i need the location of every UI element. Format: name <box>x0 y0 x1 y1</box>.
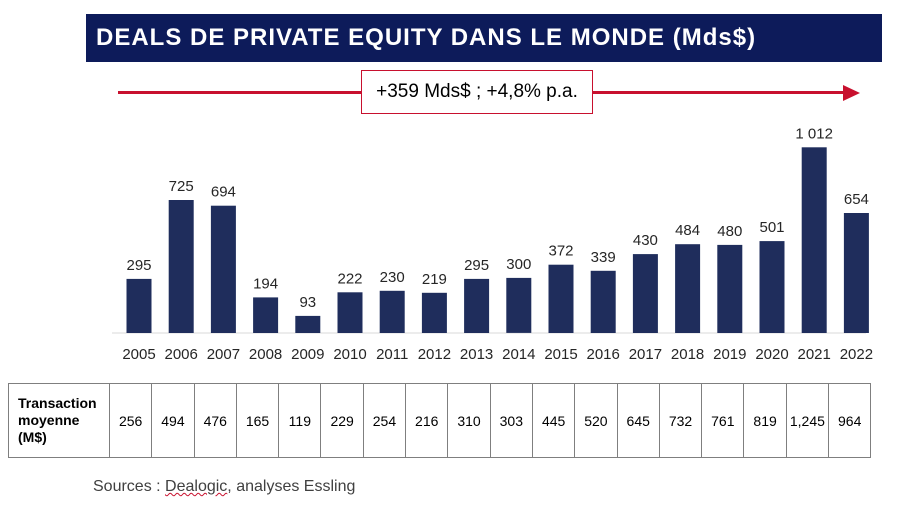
bar-2018 <box>675 244 701 333</box>
bar-2017 <box>632 254 658 333</box>
x-tick-label: 2013 <box>460 346 493 363</box>
bar-2007 <box>210 205 236 333</box>
table-cell: 256 <box>108 383 153 458</box>
bar-2020 <box>759 241 785 333</box>
data-label: 230 <box>380 269 405 286</box>
bar-2008 <box>253 297 279 333</box>
bar-2022 <box>843 213 869 333</box>
data-label: 295 <box>126 257 151 274</box>
table-cell: 254 <box>362 383 407 458</box>
sources-note: Sources : Dealogic, analyses Essling <box>93 478 355 496</box>
table-cell: 964 <box>828 383 872 458</box>
table-cell: 645 <box>616 383 660 458</box>
x-tick-label: 2015 <box>544 346 577 363</box>
row-label-line: (M$) <box>18 429 47 445</box>
table-cell: 310 <box>447 383 491 458</box>
x-tick-label: 2020 <box>755 346 788 363</box>
table-cell: 165 <box>235 383 280 458</box>
title-banner: DEALS DE PRIVATE EQUITY DANS LE MONDE (M… <box>86 14 882 62</box>
table-cell: 732 <box>658 383 703 458</box>
x-tick-label: 2005 <box>122 346 155 363</box>
bar-2011 <box>379 290 405 333</box>
chart-title: DEALS DE PRIVATE EQUITY DANS LE MONDE (M… <box>96 24 757 51</box>
table-cell: 303 <box>489 383 533 458</box>
bar-2010 <box>337 292 363 333</box>
data-label: 194 <box>253 275 278 292</box>
x-tick-label: 2018 <box>671 346 704 363</box>
x-tick-label: 2011 <box>376 346 408 363</box>
bar-2005 <box>126 278 152 333</box>
x-tick-label: 2021 <box>798 346 831 363</box>
table-cell: 520 <box>574 383 618 458</box>
x-tick-label: 2009 <box>291 346 324 363</box>
average-transaction-table: Transaction moyenne (M$) 256 494 476 165 119… <box>8 383 872 458</box>
bar-2019 <box>717 244 743 333</box>
bar-2014 <box>506 277 532 333</box>
table-cell: 1,245 <box>785 383 830 458</box>
x-tick-label: 2012 <box>418 346 451 363</box>
bar-2015 <box>548 264 574 333</box>
data-label: 93 <box>299 294 316 311</box>
x-tick-label: 2010 <box>333 346 366 363</box>
table-cell: 819 <box>743 383 787 458</box>
growth-callout: +359 Mds$ ; +4,8% p.a. <box>361 70 593 114</box>
bar-chart: 295 2005 725 2006 694 2007 194 2008 93 2009 222 201… <box>112 125 873 363</box>
bar-2006 <box>168 200 194 333</box>
data-label: 1 012 <box>795 125 833 142</box>
x-tick-label: 2022 <box>840 346 873 363</box>
x-tick-label: 2014 <box>502 346 535 363</box>
table-cell: 119 <box>278 383 322 458</box>
bar-2009 <box>295 315 321 333</box>
data-label: 725 <box>169 178 194 195</box>
arrow-right-icon <box>843 85 860 101</box>
x-tick-label: 2017 <box>629 346 662 363</box>
x-tick-label: 2016 <box>587 346 620 363</box>
data-label: 295 <box>464 257 489 274</box>
table-cell: 761 <box>701 383 745 458</box>
data-label: 219 <box>422 271 447 288</box>
row-label-line: moyenne <box>18 412 80 428</box>
data-label: 484 <box>675 222 700 239</box>
x-tick-label: 2006 <box>165 346 198 363</box>
data-label: 300 <box>506 256 531 273</box>
table-row-label: Transaction moyenne (M$) <box>8 383 110 458</box>
x-tick-label: 2019 <box>713 346 746 363</box>
data-label: 501 <box>759 219 784 236</box>
sources-underlined: Dealogic <box>165 478 228 495</box>
bar-2012 <box>421 292 447 333</box>
data-label: 372 <box>548 243 573 260</box>
table-cell: 445 <box>531 383 576 458</box>
table-cell: 229 <box>320 383 364 458</box>
data-label: 339 <box>591 249 616 266</box>
data-label: 222 <box>337 270 362 287</box>
bar-2021 <box>801 147 827 333</box>
x-tick-label: 2008 <box>249 346 282 363</box>
bar-2013 <box>464 278 490 333</box>
data-label: 480 <box>717 223 742 240</box>
bar-2016 <box>590 270 616 333</box>
data-label: 430 <box>633 232 658 249</box>
x-tick-label: 2007 <box>207 346 240 363</box>
table-row: Transaction moyenne (M$) 256 494 476 165 119… <box>8 383 872 458</box>
row-label-line: Transaction <box>18 395 97 411</box>
table-cell: 476 <box>193 383 237 458</box>
table-cell: 494 <box>151 383 195 458</box>
data-label: 654 <box>844 191 869 208</box>
sources-suffix: , analyses Essling <box>227 478 356 495</box>
data-label: 694 <box>211 184 236 201</box>
sources-prefix: Sources : <box>93 478 166 495</box>
table-cell: 216 <box>405 383 449 458</box>
